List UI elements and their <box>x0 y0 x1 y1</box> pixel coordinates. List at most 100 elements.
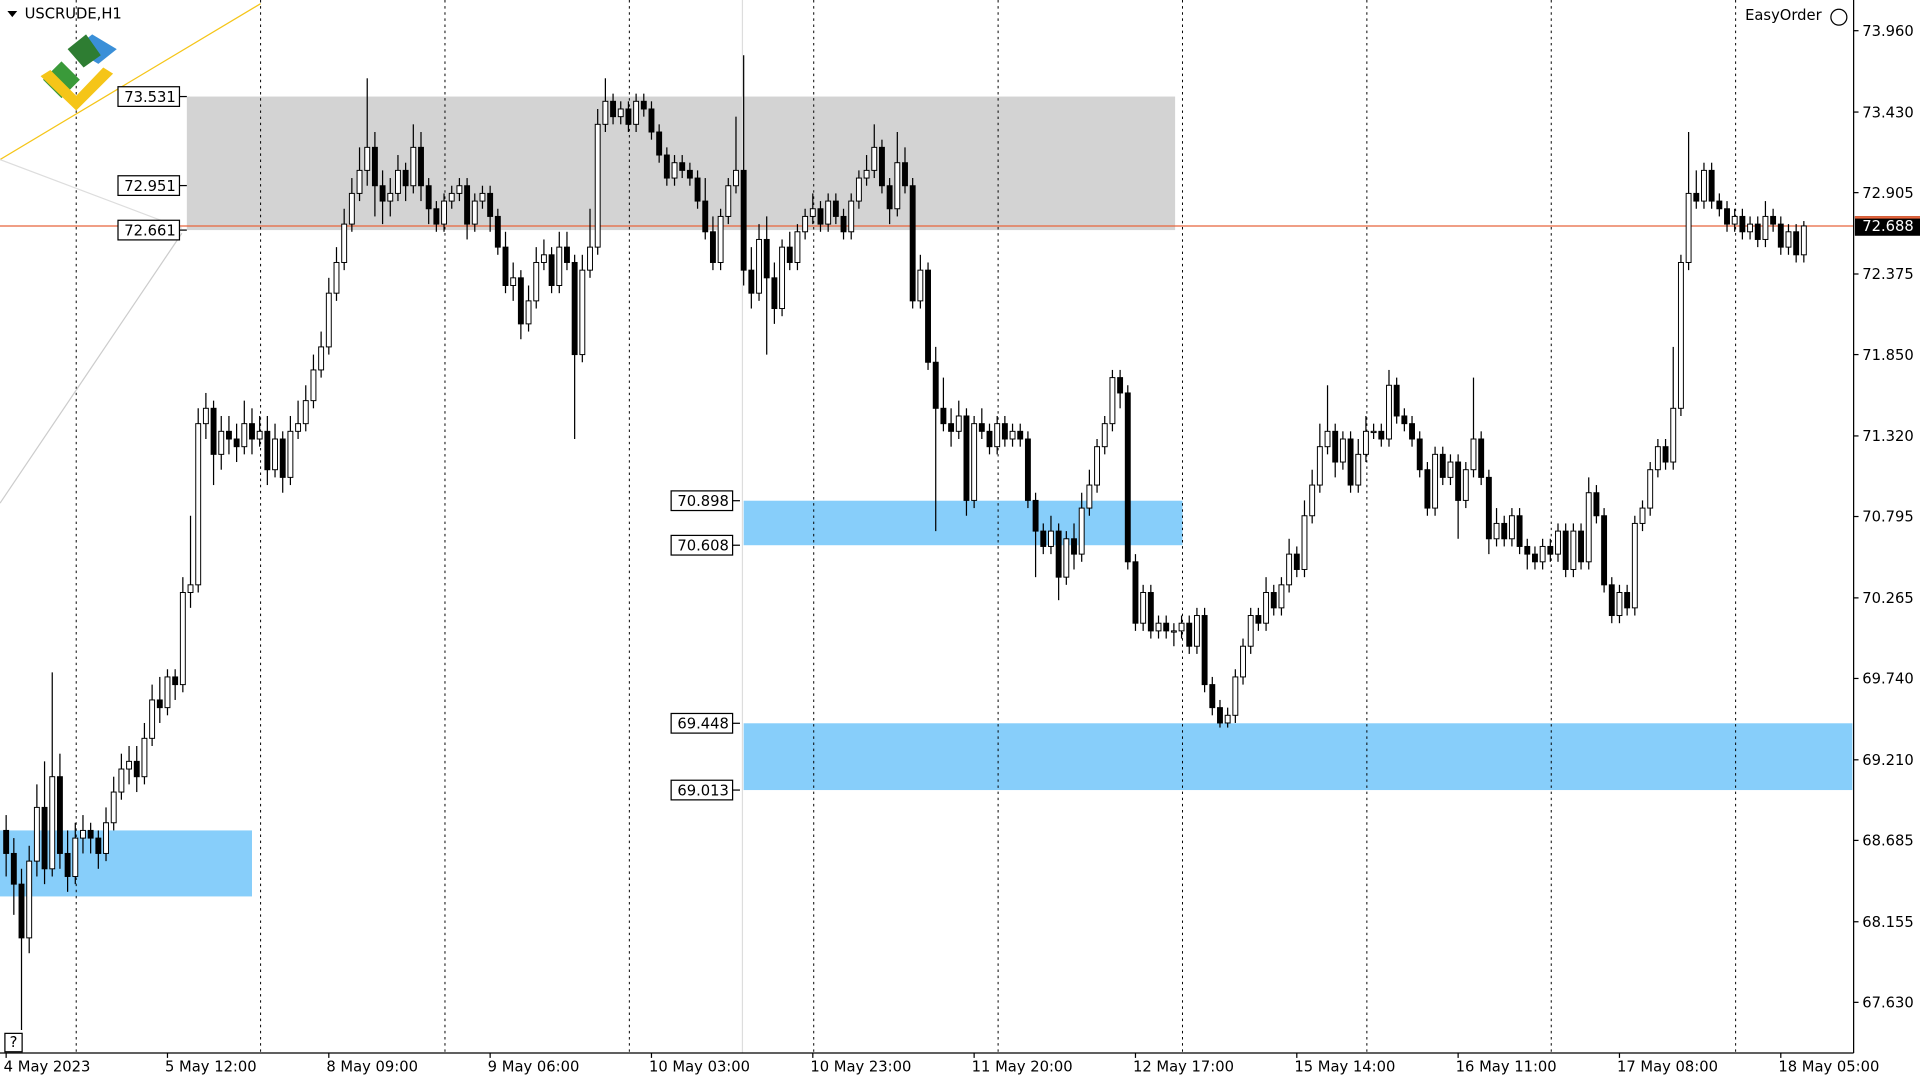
candle-body <box>679 162 686 171</box>
candle-body <box>794 231 801 263</box>
candle-body <box>249 423 255 440</box>
fibo-line <box>0 158 183 229</box>
candle-body <box>909 185 916 302</box>
logo-part <box>43 61 80 99</box>
candle-body <box>1624 592 1631 609</box>
candle-body <box>1401 415 1408 425</box>
candle-body <box>986 430 993 448</box>
candle-body <box>1716 200 1723 210</box>
candle-body <box>1247 615 1254 647</box>
candle-body <box>448 192 455 202</box>
candle-body <box>1547 545 1554 555</box>
candle-body <box>955 415 962 432</box>
candle-body <box>1109 377 1116 425</box>
candle-body <box>164 676 171 709</box>
y-tick-label: 70.265 <box>1862 590 1914 607</box>
candle-body <box>1040 530 1047 547</box>
symbol-label: USCRUDE,H1 <box>25 6 122 23</box>
candle-body <box>1693 192 1700 202</box>
candle-body <box>56 776 63 854</box>
x-tick-label: 12 May 17:00 <box>1133 1059 1234 1076</box>
candle-body <box>318 346 325 371</box>
candle-body <box>1555 530 1561 555</box>
candle-body <box>1201 615 1208 686</box>
candle-body <box>540 254 547 263</box>
candle-body <box>717 215 724 263</box>
candle-body <box>809 208 816 217</box>
candle-body <box>740 169 747 271</box>
candle-body <box>233 438 240 448</box>
candle-body <box>202 407 209 425</box>
level-label: 69.013 <box>677 782 729 799</box>
candle-body <box>633 100 640 125</box>
candle-body <box>1439 453 1446 478</box>
candle-body <box>702 200 709 233</box>
candle-body <box>225 430 232 440</box>
candle-body <box>1255 615 1262 624</box>
candle-body <box>1055 530 1062 578</box>
candle-body <box>1163 622 1170 632</box>
candle-body <box>348 192 355 225</box>
candle-body <box>126 760 133 770</box>
candle-body <box>855 177 862 202</box>
candle-body <box>379 185 386 202</box>
candle-body <box>1170 630 1177 633</box>
candle-body <box>356 169 363 194</box>
candle-body <box>172 676 179 686</box>
candle-body <box>1332 430 1339 463</box>
y-tick-label: 68.685 <box>1862 833 1914 850</box>
candle-body <box>310 369 317 402</box>
candle-body <box>1032 499 1039 532</box>
candle-body <box>1424 469 1431 509</box>
candle-body <box>502 246 509 286</box>
candle-body <box>1024 438 1031 501</box>
candle-body <box>663 154 670 179</box>
candle-body <box>103 822 109 854</box>
candle-body <box>1731 215 1738 225</box>
candle-body <box>1793 231 1800 256</box>
candle-body <box>894 162 901 210</box>
candle-body <box>1347 438 1354 486</box>
candle-body <box>272 438 278 471</box>
candle-body <box>395 169 401 194</box>
x-tick-label: 17 May 08:00 <box>1617 1059 1718 1076</box>
x-tick-label: 15 May 14:00 <box>1294 1059 1395 1076</box>
candle-body <box>295 423 302 432</box>
candle-body <box>1631 522 1638 609</box>
candle-body <box>1186 622 1193 647</box>
candle-body <box>425 185 432 210</box>
candle-body <box>556 246 563 286</box>
candle-body <box>1124 392 1131 563</box>
candle-body <box>917 269 924 302</box>
candle-body <box>840 215 847 233</box>
candle-body <box>1263 592 1270 624</box>
candle-body <box>587 246 593 271</box>
candle-body <box>1739 215 1746 233</box>
x-tick-label: 10 May 03:00 <box>649 1059 750 1076</box>
candle-body <box>156 699 163 709</box>
help-box[interactable] <box>4 1032 23 1053</box>
help-label[interactable]: ? <box>10 1034 18 1051</box>
candle-body <box>333 261 340 294</box>
separators <box>75 0 1737 1053</box>
candle-body <box>1800 225 1807 256</box>
candle-body <box>1501 522 1508 540</box>
easyorder-label[interactable]: EasyOrder <box>1745 7 1823 24</box>
candle-body <box>1462 469 1469 501</box>
candle-body <box>1278 584 1285 609</box>
menu-arrow[interactable] <box>7 11 18 18</box>
candle-body <box>1063 538 1070 578</box>
candle-body <box>1639 507 1646 524</box>
candle-body <box>464 185 471 225</box>
candle-body <box>863 169 870 179</box>
smiley-icon[interactable] <box>1830 8 1848 26</box>
candle-body <box>1654 446 1661 471</box>
candles <box>0 55 1854 1030</box>
candle-body <box>978 423 985 432</box>
candle-body <box>1078 507 1085 555</box>
candle-body <box>64 852 71 877</box>
candle-body <box>1762 215 1769 240</box>
candle-body <box>387 192 394 202</box>
level-label: 72.951 <box>124 178 176 195</box>
candle-body <box>886 185 893 210</box>
